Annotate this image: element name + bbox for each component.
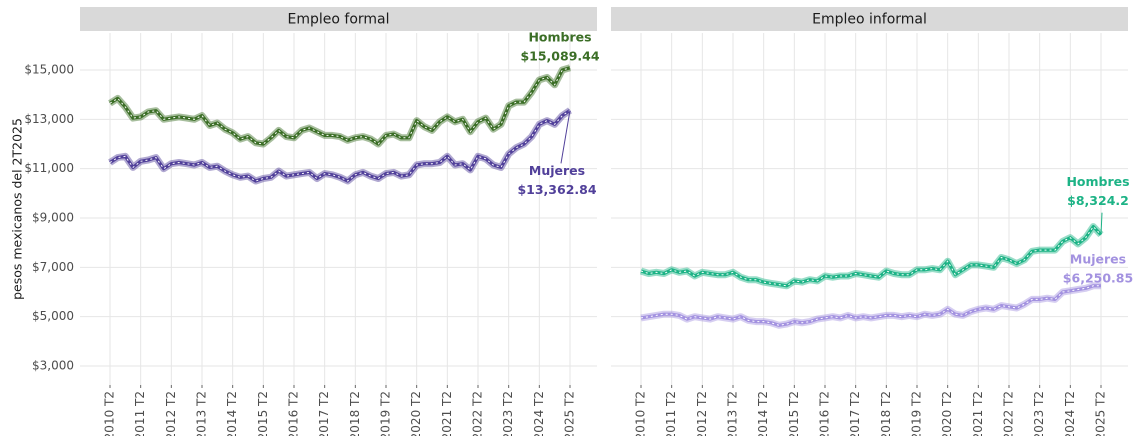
x-tick-label: 2021 T2 xyxy=(971,391,985,436)
leader-line xyxy=(1100,212,1103,235)
series-dots xyxy=(109,109,571,182)
y-tick-label: $9,000 xyxy=(32,211,74,225)
x-tick-label: 2012 T2 xyxy=(164,391,178,436)
x-tick-label: 2025 T2 xyxy=(1094,391,1108,436)
x-tick-label: 2018 T2 xyxy=(348,391,362,436)
value-label: $13,362.84 xyxy=(517,182,596,197)
x-tick-label: 2014 T2 xyxy=(225,391,239,436)
y-tick-label: $11,000 xyxy=(24,161,74,175)
x-tick-label: 2024 T2 xyxy=(532,391,546,436)
y-tick-label: $15,000 xyxy=(24,63,74,77)
strip xyxy=(80,7,597,31)
x-tick-label: 2019 T2 xyxy=(910,391,924,436)
x-tick-label: 2023 T2 xyxy=(501,391,515,436)
x-tick-label: 2016 T2 xyxy=(287,391,301,436)
x-tick-label: 2013 T2 xyxy=(726,391,740,436)
leader-line xyxy=(560,110,571,164)
value-label: $15,089.44 xyxy=(520,48,599,63)
x-tick-label: 2012 T2 xyxy=(695,391,709,436)
series-band xyxy=(108,64,571,148)
panel-title: Empleo formal xyxy=(288,12,390,28)
y-axis-label: pesos mexicanos del 2T2025 xyxy=(10,118,25,300)
x-tick-label: 2015 T2 xyxy=(256,391,270,436)
series-name-label: Mujeres xyxy=(1070,251,1126,266)
y-tick-label: $13,000 xyxy=(24,112,74,126)
x-tick-label: 2014 T2 xyxy=(756,391,770,436)
panel-title: Empleo informal xyxy=(812,12,927,28)
x-tick-label: 2015 T2 xyxy=(787,391,801,436)
x-tick-label: 2023 T2 xyxy=(1032,391,1046,436)
series-line xyxy=(109,66,571,146)
value-label: $6,250.85 xyxy=(1063,270,1133,285)
x-tick-label: 2022 T2 xyxy=(1002,391,1016,436)
x-tick-label: 2025 T2 xyxy=(563,391,577,436)
series-name-label: Hombres xyxy=(1066,174,1129,189)
x-tick-label: 2017 T2 xyxy=(848,391,862,436)
x-tick-label: 2013 T2 xyxy=(195,391,209,436)
series-dots xyxy=(640,225,1102,287)
x-tick-label: 2018 T2 xyxy=(879,391,893,436)
x-tick-label: 2020 T2 xyxy=(409,391,423,436)
x-tick-label: 2011 T2 xyxy=(133,391,147,436)
x-tick-label: 2021 T2 xyxy=(440,391,454,436)
x-tick-label: 2016 T2 xyxy=(818,391,832,436)
x-tick-label: 2019 T2 xyxy=(379,391,393,436)
y-tick-label: $3,000 xyxy=(32,359,74,373)
x-tick-label: 2010 T2 xyxy=(634,391,648,436)
series-dots xyxy=(640,285,1101,326)
x-tick-label: 2024 T2 xyxy=(1063,391,1077,436)
x-tick-label: 2017 T2 xyxy=(317,391,331,436)
y-tick-label: $7,000 xyxy=(32,260,74,274)
value-label: $8,324.2 xyxy=(1067,193,1129,208)
x-tick-label: 2011 T2 xyxy=(664,391,678,436)
x-tick-label: 2010 T2 xyxy=(103,391,117,436)
x-tick-label: 2022 T2 xyxy=(471,391,485,436)
series-dots xyxy=(109,67,571,145)
y-tick-label: $5,000 xyxy=(32,309,74,323)
x-tick-label: 2020 T2 xyxy=(940,391,954,436)
strip xyxy=(611,7,1128,31)
series-name-label: Mujeres xyxy=(529,163,585,178)
series-name-label: Hombres xyxy=(528,29,591,44)
